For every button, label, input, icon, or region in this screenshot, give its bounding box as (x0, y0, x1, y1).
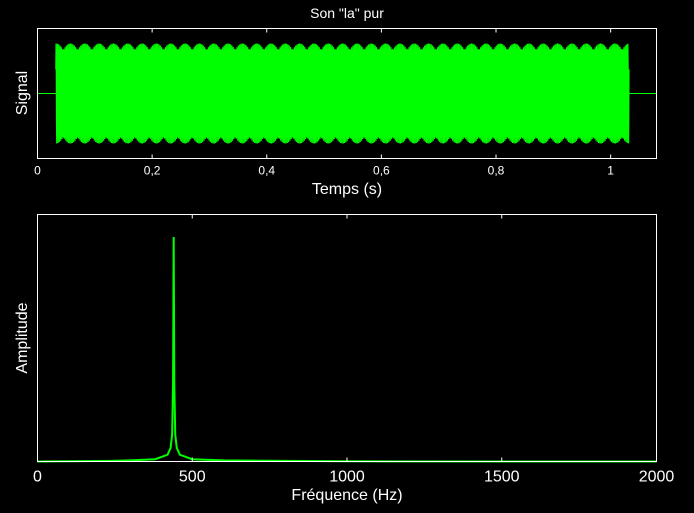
time-x-tick-label: 1 (607, 164, 614, 178)
time-x-axis-label: Temps (s) (312, 181, 382, 198)
time-signal-chart: Son "la" pur 0 0,2 0,4 0,6 0,8 1 Temps (s) Si… (14, 5, 657, 198)
spectrum-x-tick-label: 500 (179, 469, 206, 486)
time-x-tick-label: 0 (34, 164, 41, 178)
time-x-tick-label: 0,2 (144, 164, 161, 178)
spectrum-x-axis-label: Fréquence (Hz) (291, 487, 402, 504)
time-axis-ticks: 0 0,2 0,4 0,6 0,8 1 (34, 28, 614, 178)
time-signal-series-line (55, 43, 630, 144)
time-x-tick-label: 0,6 (373, 164, 390, 178)
time-y-axis-label: Signal (14, 71, 31, 115)
time-chart-title: Son "la" pur (310, 5, 384, 21)
spectrum-x-tick-label: 1500 (484, 469, 520, 486)
spectrum-y-axis-label: Amplitude (14, 302, 31, 373)
spectrum-plot-area (37, 236, 657, 463)
spectrum-chart: 0 500 1000 1500 2000 Fréquence (Hz) Amplitud… (14, 214, 675, 504)
spectrum-x-tick-label: 2000 (639, 469, 675, 486)
spectrum-axis-ticks: 0 500 1000 1500 2000 (33, 214, 675, 486)
time-plot-area (37, 43, 657, 144)
spectrum-series-line (37, 236, 657, 463)
time-x-tick-label: 0,8 (488, 164, 505, 178)
time-axes-frame (37, 28, 657, 159)
spectrum-x-tick-label: 0 (33, 469, 42, 486)
spectrum-x-tick-label: 1000 (329, 469, 365, 486)
time-x-tick-label: 0,4 (258, 164, 275, 178)
